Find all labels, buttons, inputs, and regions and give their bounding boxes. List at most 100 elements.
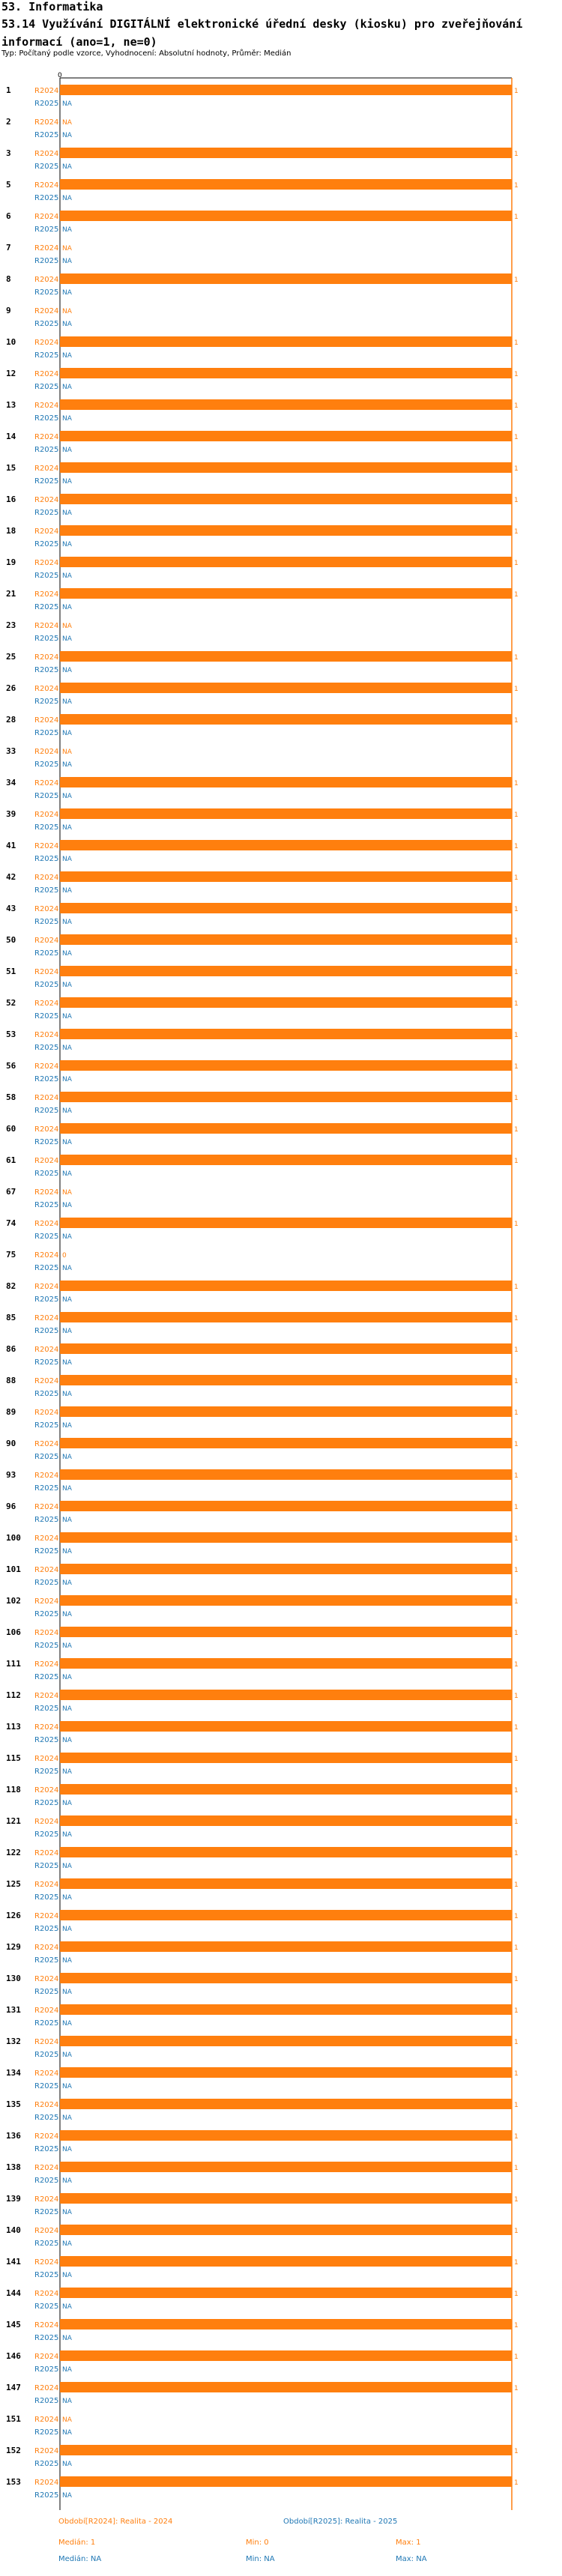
series-label: R2025	[34, 698, 58, 706]
value-label: 1	[514, 465, 519, 473]
series-label: R2025	[34, 1201, 58, 1209]
series-label: R2024	[34, 811, 58, 819]
na-label: NA	[62, 1422, 73, 1430]
bar	[60, 2004, 512, 2015]
value-label: 1	[514, 1346, 519, 1354]
row-label: 19	[6, 557, 16, 567]
series-label: R2024	[34, 2479, 58, 2487]
series-label: R2025	[34, 1107, 58, 1115]
value-label: 1	[514, 1944, 519, 1952]
series-label: R2025	[34, 446, 58, 454]
series-label: R2025	[34, 226, 58, 234]
bar	[60, 148, 512, 158]
bar	[60, 179, 512, 190]
row-label: 51	[6, 967, 16, 976]
series-label: R2025	[34, 1044, 58, 1052]
value-label: 1	[514, 214, 519, 221]
na-label: NA	[62, 2114, 73, 2122]
na-label: NA	[62, 1013, 73, 1021]
legend-2025-min: Min: NA	[246, 2555, 275, 2563]
series-label: R2025	[34, 1830, 58, 1839]
value-label: 1	[514, 1881, 519, 1889]
bar	[60, 2193, 512, 2204]
value-label: 1	[514, 1598, 519, 1606]
series-label: R2025	[34, 1736, 58, 1744]
series-label: R2025	[34, 2177, 58, 2185]
value-label: 1	[514, 339, 519, 347]
row-label: 23	[6, 620, 16, 630]
series-label: R2024	[34, 716, 58, 725]
bar	[60, 1438, 512, 1448]
value-label: 1	[514, 182, 519, 190]
series-label: R2024	[34, 1346, 58, 1354]
bar	[60, 966, 512, 976]
row-label: 130	[6, 1974, 21, 1983]
row-label: 126	[6, 1911, 21, 1920]
series-label: R2025	[34, 1547, 58, 1555]
value-label: 1	[514, 2322, 519, 2329]
series-label: R2025	[34, 2019, 58, 2028]
row-label: 50	[6, 935, 16, 945]
series-label: R2024	[34, 2069, 58, 2078]
row-label: 75	[6, 1250, 16, 1260]
na-label: NA	[62, 2335, 73, 2342]
series-label: R2024	[34, 1031, 58, 1039]
value-label: 1	[514, 2228, 519, 2235]
na-label: NA	[62, 749, 73, 756]
value-label: 1	[514, 1787, 519, 1795]
series-label: R2025	[34, 1673, 58, 1681]
value-label: 1	[514, 591, 519, 599]
row-label: 140	[6, 2225, 21, 2235]
value-label: 1	[514, 1315, 519, 1322]
series-label: R2024	[34, 2101, 58, 2109]
bar	[60, 1312, 512, 1322]
series-label: R2025	[34, 131, 58, 139]
na-label: NA	[62, 1831, 73, 1839]
value-label: 1	[514, 2385, 519, 2392]
row-label: 82	[6, 1281, 16, 1291]
value-label: 1	[514, 1284, 519, 1291]
row-label: 89	[6, 1407, 16, 1417]
series-label: R2025	[34, 823, 58, 832]
na-label: NA	[62, 2303, 73, 2311]
na-label: NA	[62, 1202, 73, 1209]
series-label: R2025	[34, 761, 58, 769]
bar	[60, 1564, 512, 1574]
row-label: 88	[6, 1376, 16, 1385]
bar	[60, 651, 512, 662]
bar	[60, 1815, 512, 1826]
value-label: 1	[514, 780, 519, 787]
series-label: R2024	[34, 1157, 58, 1165]
bar	[60, 808, 512, 819]
chart-subtitle: Typ: Počítaný podle vzorce, Vyhodnocení:…	[1, 49, 291, 58]
series-label: R2025	[34, 351, 58, 360]
na-label: NA	[62, 1737, 73, 1744]
series-label: R2024	[34, 1629, 58, 1637]
value-label: 1	[514, 1441, 519, 1448]
series-label: R2025	[34, 2303, 58, 2311]
legend: Období[R2024]: Realita - 2024 Období[R20…	[0, 2514, 562, 2574]
value-label: 1	[514, 1378, 519, 1385]
na-label: NA	[62, 1926, 73, 1933]
na-label: NA	[62, 1139, 73, 1146]
na-label: NA	[62, 572, 73, 580]
na-label: NA	[62, 1189, 73, 1197]
value-label: 1	[514, 717, 519, 725]
row-label: 144	[6, 2288, 21, 2298]
series-label: R2024	[34, 1251, 58, 1260]
value-label: 1	[514, 874, 519, 882]
row-label: 15	[6, 463, 16, 473]
series-label: R2024	[34, 1472, 58, 1480]
bar	[60, 1878, 512, 1889]
row-label: 122	[6, 1848, 21, 1857]
na-label: NA	[62, 1863, 73, 1870]
bar	[60, 1343, 512, 1354]
value-label: 1	[514, 434, 519, 441]
value-label: 1	[514, 1850, 519, 1857]
na-label: NA	[62, 1328, 73, 1335]
series-label: R2025	[34, 1295, 58, 1304]
na-label: NA	[62, 1076, 73, 1083]
series-label: R2025	[34, 2114, 58, 2122]
row-label: 25	[6, 652, 16, 662]
series-label: R2024	[34, 1912, 58, 1920]
